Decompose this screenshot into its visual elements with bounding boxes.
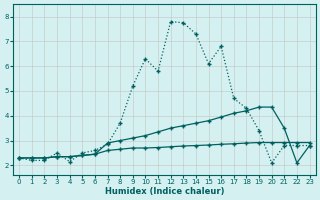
X-axis label: Humidex (Indice chaleur): Humidex (Indice chaleur) [105,187,224,196]
